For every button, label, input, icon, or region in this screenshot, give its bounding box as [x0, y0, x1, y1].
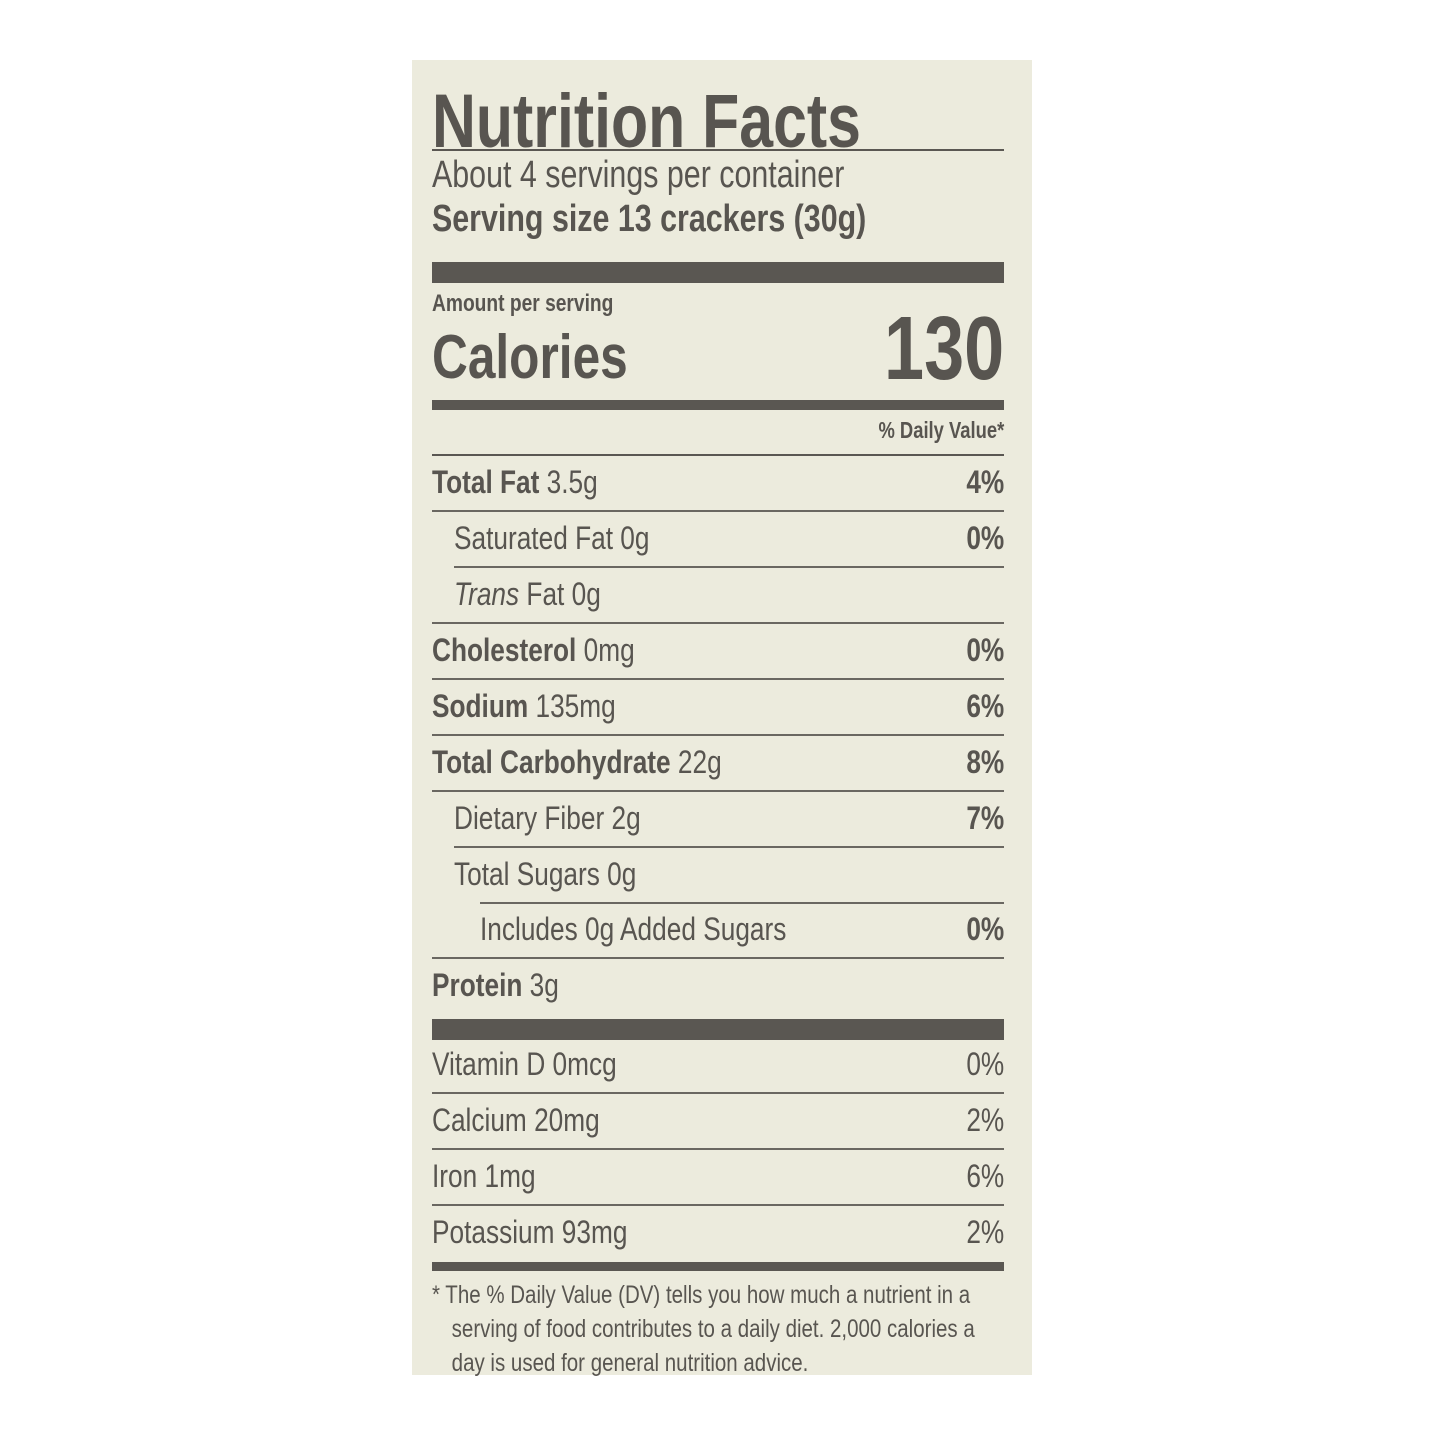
- nutrient-name: Dietary Fiber: [454, 800, 605, 836]
- divider: [432, 622, 1004, 624]
- vitamin-row: Potassium 93mg 2%: [432, 1206, 1004, 1262]
- footnote-text: * The % Daily Value (DV) tells you how m…: [432, 1281, 975, 1377]
- vitamin-dv: 6%: [966, 1158, 1004, 1194]
- nutrient-dv: 7%: [966, 800, 1004, 836]
- nutrient-amount: 135mg: [535, 688, 616, 724]
- nutrient-dv: 4%: [966, 464, 1004, 500]
- nutrient-row-sodium: Sodium 135mg 6%: [432, 680, 1004, 736]
- divider: [454, 846, 1004, 848]
- thick-divider: [432, 262, 1004, 283]
- nutrient-name: Protein: [432, 967, 523, 1003]
- nutrient-dv: 8%: [966, 744, 1004, 780]
- nutrient-amount: 22g: [677, 744, 722, 780]
- nutrient-row-total-carbohydrate: Total Carbohydrate 22g 8%: [432, 736, 1004, 792]
- nutrient-name: Sodium: [432, 688, 529, 724]
- amount-per-serving: Amount per serving: [432, 290, 614, 317]
- vitamin-row: Calcium 20mg 2%: [432, 1094, 1004, 1150]
- divider: [432, 1092, 1004, 1094]
- vitamin-row: Iron 1mg 6%: [432, 1150, 1004, 1206]
- nutrient-name: Includes 0g Added Sugars: [480, 911, 787, 947]
- thick-divider: [432, 1019, 1004, 1040]
- nutrient-dv: 0%: [966, 911, 1004, 947]
- medium-divider: [432, 1262, 1004, 1271]
- nutrient-dv: 0%: [966, 632, 1004, 668]
- nutrition-facts-label: Nutrition Facts About 4 servings per con…: [412, 60, 1032, 1377]
- vitamin-name: Iron 1mg: [432, 1158, 536, 1194]
- nutrient-row-protein: Protein 3g: [432, 959, 1004, 1009]
- divider: [432, 510, 1004, 512]
- calories-label: Calories: [432, 323, 628, 392]
- divider: [432, 149, 1004, 151]
- divider: [432, 1204, 1004, 1206]
- vitamin-dv: 2%: [966, 1102, 1004, 1138]
- nutrient-amount: 3g: [529, 967, 559, 1003]
- divider: [480, 902, 1004, 904]
- label-title: Nutrition Facts: [432, 79, 861, 164]
- divider: [432, 734, 1004, 736]
- footnote: * The % Daily Value (DV) tells you how m…: [432, 1278, 1006, 1380]
- vitamin-name: Vitamin D 0mcg: [432, 1046, 617, 1082]
- nutrient-row-trans-fat: Trans Fat 0g: [432, 568, 1004, 624]
- nutrient-row-added-sugars: Includes 0g Added Sugars 0%: [432, 903, 1004, 959]
- calories-value: 130: [883, 299, 1004, 399]
- nutrient-row-saturated-fat: Saturated Fat 0g 0%: [432, 512, 1004, 568]
- divider: [432, 678, 1004, 680]
- nutrient-name: Total Sugars: [454, 856, 600, 892]
- nutrient-row-total-fat: Total Fat 3.5g 4%: [432, 456, 1004, 512]
- nutrient-name: Total Carbohydrate: [432, 744, 671, 780]
- nutrient-amount: 0g: [620, 520, 650, 556]
- divider: [432, 957, 1004, 959]
- nutrient-name: Saturated Fat: [454, 520, 613, 556]
- serving-size: Serving size 13 crackers (30g): [432, 198, 867, 240]
- vitamin-dv: 0%: [966, 1046, 1004, 1082]
- nutrient-name-italic: Trans: [454, 576, 520, 612]
- divider: [454, 566, 1004, 568]
- nutrient-row-total-sugars: Total Sugars 0g: [432, 848, 1004, 904]
- nutrient-amount: 3.5g: [546, 464, 598, 500]
- nutrient-row-dietary-fiber: Dietary Fiber 2g 7%: [432, 792, 1004, 848]
- nutrient-dv: 6%: [966, 688, 1004, 724]
- nutrient-name: Cholesterol: [432, 632, 577, 668]
- nutrient-amount: 0g: [607, 856, 637, 892]
- nutrient-name: Total Fat: [432, 464, 540, 500]
- nutrient-dv: 0%: [966, 520, 1004, 556]
- nutrient-amount: 0mg: [583, 632, 635, 668]
- nutrient-name: Fat: [526, 576, 565, 612]
- vitamin-name: Potassium 93mg: [432, 1214, 628, 1250]
- servings-per-container: About 4 servings per container: [432, 154, 845, 196]
- vitamin-dv: 2%: [966, 1214, 1004, 1250]
- divider: [432, 790, 1004, 792]
- daily-value-header: % Daily Value*: [878, 417, 1004, 443]
- divider: [432, 454, 1004, 456]
- nutrient-row-cholesterol: Cholesterol 0mg 0%: [432, 624, 1004, 680]
- medium-divider: [432, 400, 1004, 410]
- nutrient-amount: 0g: [571, 576, 601, 612]
- vitamin-row: Vitamin D 0mcg 0%: [432, 1038, 1004, 1094]
- divider: [432, 1148, 1004, 1150]
- vitamin-name: Calcium 20mg: [432, 1102, 600, 1138]
- nutrient-amount: 2g: [611, 800, 641, 836]
